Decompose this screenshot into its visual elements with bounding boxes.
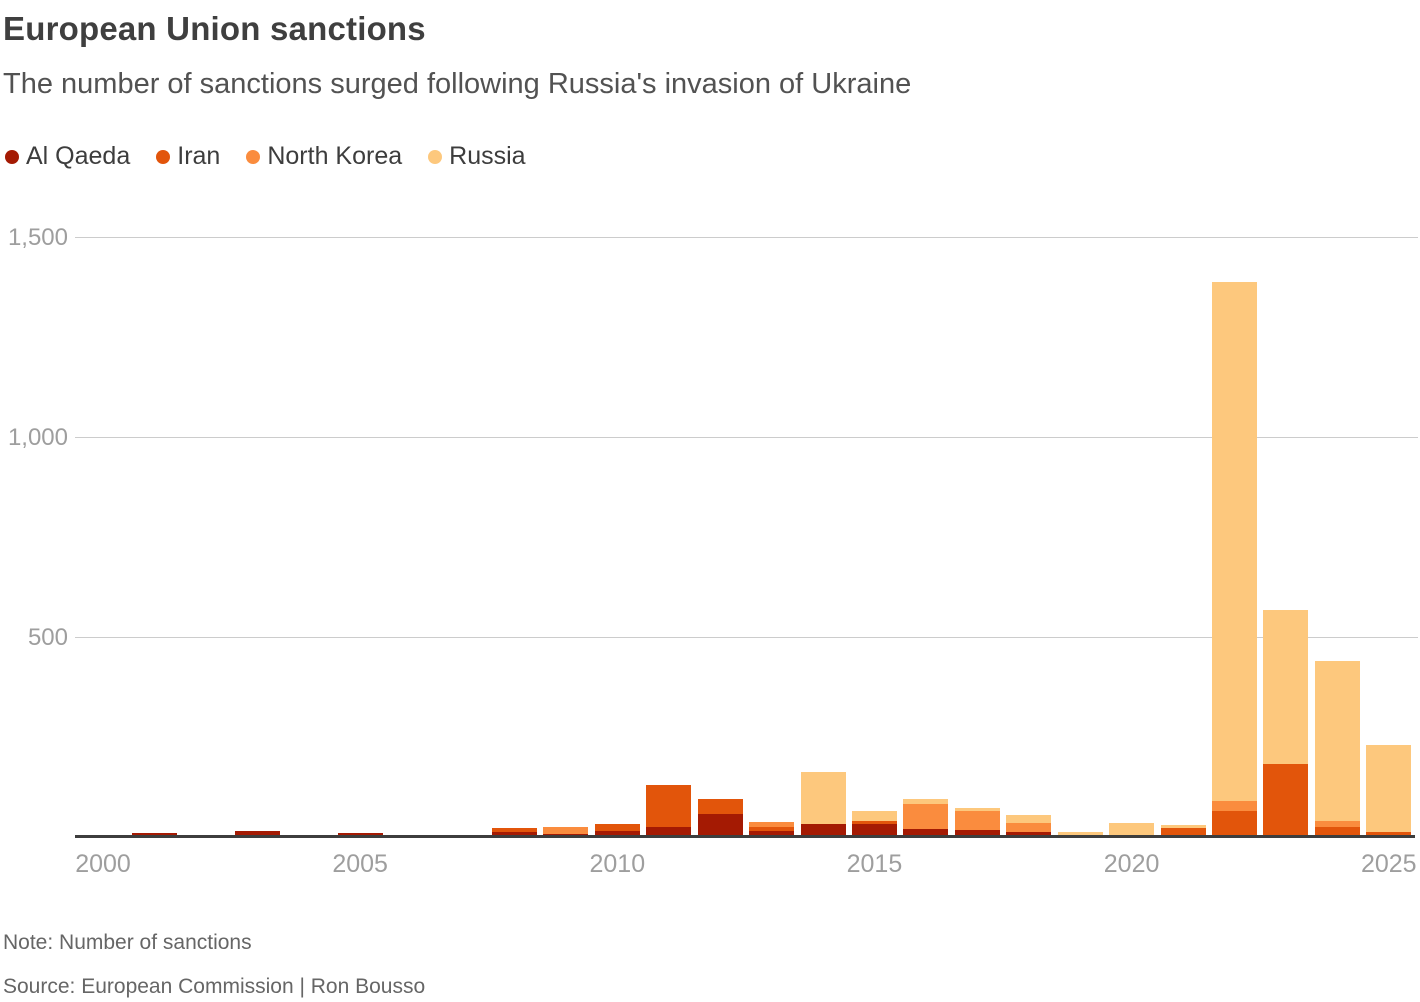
bar-segment-2011-al-qaeda <box>646 827 692 837</box>
legend-item-iran: Iran <box>156 142 220 171</box>
x-axis-label-2000: 2000 <box>75 850 131 878</box>
legend-label: North Korea <box>267 142 403 170</box>
bar-segment-2008-iran <box>491 828 537 833</box>
legend-dot-icon <box>246 149 261 164</box>
bar-segment-2022-iran <box>1211 811 1257 837</box>
bar-segment-2017-russia <box>954 808 1000 812</box>
legend-dot-icon <box>428 149 443 164</box>
gridline-1000 <box>75 437 1418 438</box>
bar-segment-2010-iran <box>594 824 640 831</box>
chart-title: European Union sanctions <box>3 10 426 47</box>
legend-item-al-qaeda: Al Qaeda <box>5 142 130 171</box>
note-text: Note: Number of sanctions <box>3 931 252 954</box>
bar-segment-2017-north-korea <box>954 811 1000 831</box>
y-axis-label: 1,000 <box>7 424 68 451</box>
gridline-1500 <box>75 237 1418 238</box>
legend-label: Iran <box>177 142 221 170</box>
bar-segment-2023-russia <box>1263 609 1309 764</box>
bar-segment-2010-al-qaeda <box>594 831 640 837</box>
bar-segment-2015-russia <box>851 811 897 821</box>
bar-segment-2020-russia <box>1109 823 1155 837</box>
gridline-500 <box>75 637 1418 638</box>
legend-label: Al Qaeda <box>26 142 131 170</box>
bar-segment-2023-iran <box>1263 763 1309 837</box>
bar-segment-2022-north-korea <box>1211 801 1257 811</box>
bar-segment-2009-north-korea <box>543 826 589 834</box>
x-axis-line <box>75 834 1415 838</box>
y-axis-label: 1,500 <box>7 224 68 251</box>
bar-segment-2011-iran <box>646 785 692 827</box>
bar-segment-2021-russia <box>1160 825 1206 829</box>
bar-segment-2018-north-korea <box>1006 823 1052 833</box>
legend-item-north-korea: North Korea <box>246 142 402 171</box>
y-axis-label: 500 <box>27 624 68 651</box>
bar-segment-2014-al-qaeda <box>800 823 846 837</box>
bar-segment-2013-al-qaeda <box>749 831 795 837</box>
bar-segment-2012-al-qaeda <box>697 814 743 837</box>
x-axis-label-2025: 2025 <box>1360 850 1417 878</box>
legend: Al Qaeda Iran North Korea Russia <box>5 142 526 171</box>
bar-segment-2024-russia <box>1314 660 1360 822</box>
bar-segment-2012-iran <box>697 799 743 815</box>
bar-segment-2015-al-qaeda <box>851 823 897 837</box>
bar-segment-2017-al-qaeda <box>954 830 1000 837</box>
source-text: Source: European Commission | Ron Bousso <box>3 975 426 998</box>
bar-segment-2018-russia <box>1006 815 1052 823</box>
bar-segment-2022-russia <box>1211 282 1257 802</box>
bar-segment-2024-iran <box>1314 827 1360 837</box>
bar-segment-2015-iran <box>851 820 897 824</box>
bar-segment-2003-al-qaeda <box>234 831 280 837</box>
bar-segment-2016-al-qaeda <box>903 829 949 837</box>
bar-segment-2016-russia <box>903 799 949 804</box>
bar-segment-2014-russia <box>800 771 846 824</box>
chart-subtitle: The number of sanctions surged following… <box>3 68 912 100</box>
legend-item-russia: Russia <box>428 142 526 171</box>
bar-segment-2013-north-korea <box>749 822 795 827</box>
x-axis-label-2015: 2015 <box>846 850 903 878</box>
legend-dot-icon <box>156 149 171 164</box>
bar-segment-2013-iran <box>749 827 795 831</box>
x-axis-label-2020: 2020 <box>1103 850 1160 878</box>
bar-segment-2024-north-korea <box>1314 821 1360 827</box>
legend-dot-icon <box>5 149 19 164</box>
x-axis-label-2010: 2010 <box>589 850 646 878</box>
bar-segment-2025-russia <box>1366 745 1412 832</box>
bar-segment-2021-iran <box>1160 828 1206 837</box>
bar-segment-2016-north-korea <box>903 803 949 829</box>
legend-label: Russia <box>449 142 526 170</box>
x-axis-label-2005: 2005 <box>332 850 388 878</box>
bar-segment-2025-iran <box>1366 831 1412 837</box>
